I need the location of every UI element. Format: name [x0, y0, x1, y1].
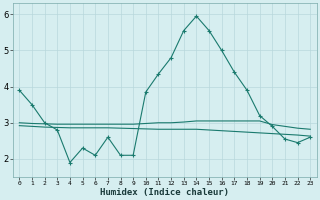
X-axis label: Humidex (Indice chaleur): Humidex (Indice chaleur) — [100, 188, 229, 197]
